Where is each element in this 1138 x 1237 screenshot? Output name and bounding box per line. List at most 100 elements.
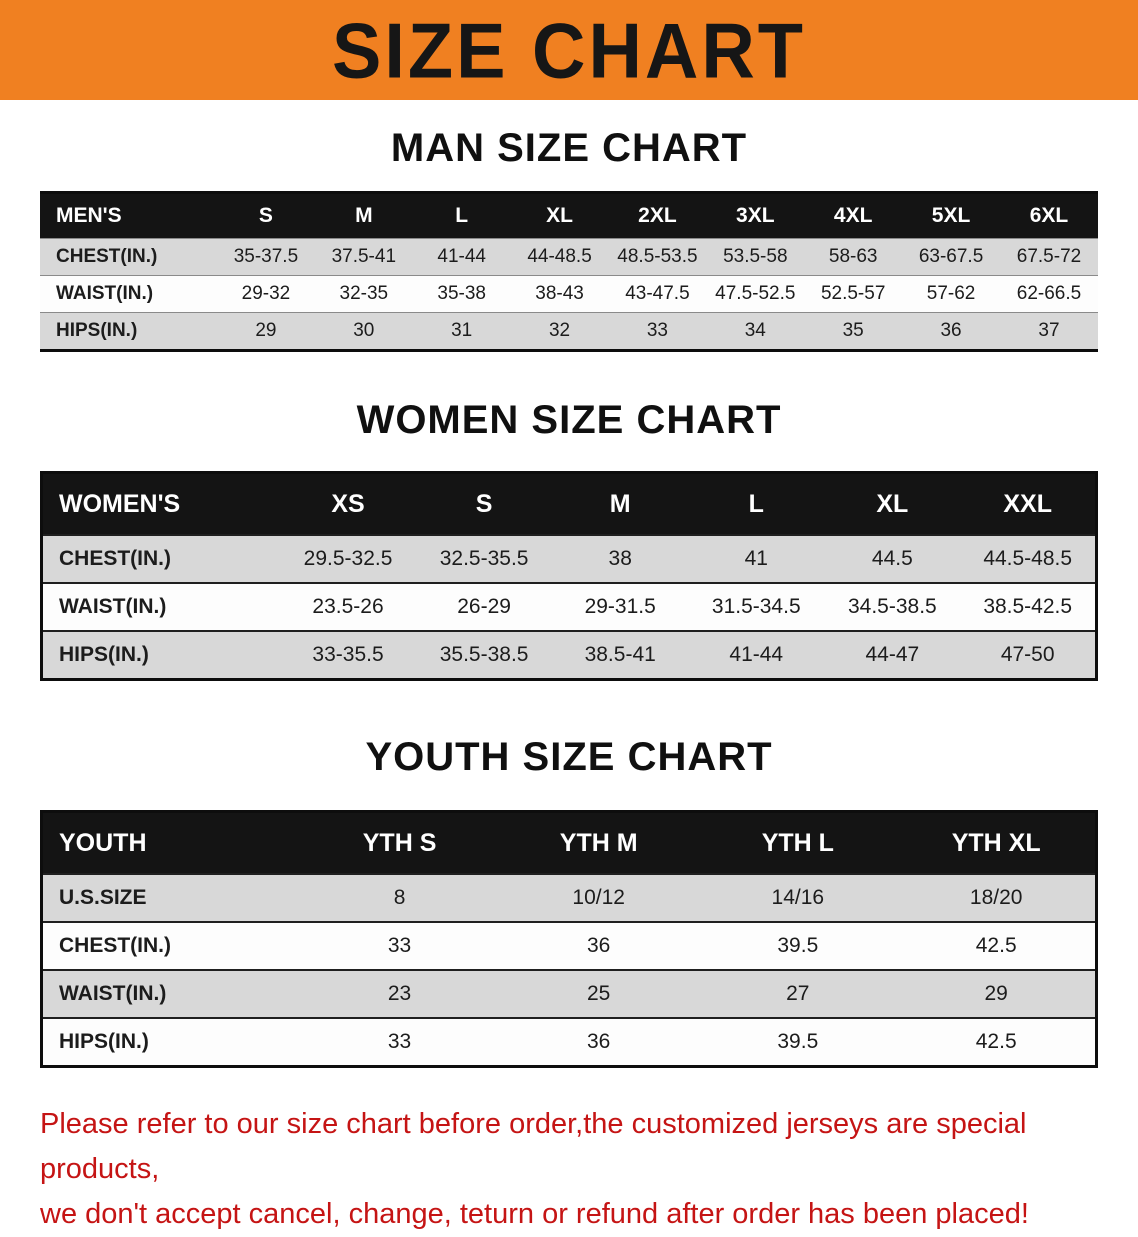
table-row: HIPS(IN.) 33 36 39.5 42.5 xyxy=(41,1017,1097,1067)
size-column-header: M xyxy=(314,192,413,239)
row-label-cell: CHEST(IN.) xyxy=(41,534,280,583)
men-table-header-row: MEN'S S M L XL 2XL 3XL 4XL 5XL 6XL xyxy=(40,192,1098,239)
size-column-header: 6XL xyxy=(1000,192,1098,239)
size-value-cell: 37.5-41 xyxy=(314,238,413,276)
size-value-cell: 36 xyxy=(499,921,699,970)
size-value-cell: 32 xyxy=(510,312,609,351)
size-column-header: XL xyxy=(824,472,961,535)
men-size-table: MEN'S S M L XL 2XL 3XL 4XL 5XL 6XL CHEST(IN.) 35-3… xyxy=(40,191,1098,352)
size-value-cell: 29 xyxy=(217,312,315,351)
size-value-cell: 33 xyxy=(300,1017,500,1067)
row-label-cell: HIPS(IN.) xyxy=(41,1017,300,1067)
women-size-table: WOMEN'S XS S M L XL XXL CHEST(IN.) 29.5-32.5 32.… xyxy=(40,471,1098,681)
row-label-cell: WAIST(IN.) xyxy=(40,275,217,313)
size-value-cell: 33 xyxy=(300,921,500,970)
youth-table-body: U.S.SIZE 8 10/12 14/16 18/20 CHEST(IN.) 33 36 39… xyxy=(41,873,1097,1067)
row-label-cell: WAIST(IN.) xyxy=(41,969,300,1018)
size-column-header: 2XL xyxy=(608,192,707,239)
size-column-header: M xyxy=(552,472,689,535)
table-row: U.S.SIZE 8 10/12 14/16 18/20 xyxy=(41,873,1097,922)
row-label-cell: U.S.SIZE xyxy=(41,873,300,922)
size-value-cell: 38-43 xyxy=(510,275,609,313)
row-label-cell: HIPS(IN.) xyxy=(41,630,280,680)
size-column-header: XL xyxy=(510,192,609,239)
size-value-cell: 29.5-32.5 xyxy=(280,534,417,583)
men-section-title: MAN SIZE CHART xyxy=(390,126,748,170)
size-value-cell: 38.5-42.5 xyxy=(960,582,1097,631)
table-row: WAIST(IN.) 23.5-26 26-29 29-31.5 31.5-34.5 34… xyxy=(41,582,1097,631)
size-value-cell: 30 xyxy=(314,312,413,351)
size-value-cell: 37 xyxy=(1000,312,1098,351)
size-column-header: L xyxy=(412,192,511,239)
size-column-header: L xyxy=(688,472,825,535)
size-value-cell: 41-44 xyxy=(412,238,511,276)
size-value-cell: 33-35.5 xyxy=(280,630,417,680)
row-label-cell: HIPS(IN.) xyxy=(40,312,217,351)
table-title-cell: YOUTH xyxy=(41,811,300,874)
size-value-cell: 36 xyxy=(499,1017,699,1067)
size-value-cell: 41 xyxy=(688,534,825,583)
size-column-header: 3XL xyxy=(706,192,805,239)
row-label-cell: WAIST(IN.) xyxy=(41,582,280,631)
size-value-cell: 29-32 xyxy=(217,275,315,313)
size-value-cell: 52.5-57 xyxy=(804,275,903,313)
size-value-cell: 38.5-41 xyxy=(552,630,689,680)
table-row: HIPS(IN.) 29 30 31 32 33 34 35 36 37 xyxy=(40,312,1098,351)
size-column-header: 5XL xyxy=(902,192,1000,239)
size-value-cell: 48.5-53.5 xyxy=(608,238,707,276)
women-table-body: CHEST(IN.) 29.5-32.5 32.5-35.5 38 41 44.5 44.5… xyxy=(41,534,1097,680)
women-table-header-row: WOMEN'S XS S M L XL XXL xyxy=(41,472,1097,535)
size-value-cell: 43-47.5 xyxy=(608,275,707,313)
size-value-cell: 39.5 xyxy=(698,921,898,970)
size-value-cell: 63-67.5 xyxy=(902,238,1000,276)
row-label-cell: CHEST(IN.) xyxy=(41,921,300,970)
size-value-cell: 29 xyxy=(897,969,1097,1018)
youth-size-table: YOUTH YTH S YTH M YTH L YTH XL U.S.SIZE 8 10/1… xyxy=(40,810,1098,1068)
size-value-cell: 27 xyxy=(698,969,898,1018)
size-value-cell: 32-35 xyxy=(314,275,413,313)
youth-table-header-row: YOUTH YTH S YTH M YTH L YTH XL xyxy=(41,811,1097,874)
order-policy-line-1: Please refer to our size chart before or… xyxy=(40,1108,1027,1185)
size-value-cell: 57-62 xyxy=(902,275,1000,313)
size-chart-content: MAN SIZE CHART MEN'S S M L XL 2XL 3XL 4XL 5XL 6XL… xyxy=(0,100,1138,1237)
size-column-header: XS xyxy=(280,472,417,535)
size-value-cell: 44.5 xyxy=(824,534,961,583)
size-value-cell: 44-48.5 xyxy=(510,238,609,276)
size-column-header: S xyxy=(416,472,553,535)
table-row: CHEST(IN.) 35-37.5 37.5-41 41-44 44-48.5 48.5… xyxy=(40,238,1098,276)
size-column-header: XXL xyxy=(960,472,1097,535)
size-value-cell: 58-63 xyxy=(804,238,903,276)
table-row: CHEST(IN.) 33 36 39.5 42.5 xyxy=(41,921,1097,970)
table-row: HIPS(IN.) 33-35.5 35.5-38.5 38.5-41 41-44 44-… xyxy=(41,630,1097,680)
size-value-cell: 34.5-38.5 xyxy=(824,582,961,631)
size-column-header: YTH M xyxy=(499,811,699,874)
size-value-cell: 31.5-34.5 xyxy=(688,582,825,631)
size-value-cell: 35 xyxy=(804,312,903,351)
size-value-cell: 32.5-35.5 xyxy=(416,534,553,583)
size-column-header: YTH L xyxy=(698,811,898,874)
size-chart-banner: SIZE CHART xyxy=(0,0,1138,100)
size-value-cell: 10/12 xyxy=(499,873,699,922)
size-value-cell: 26-29 xyxy=(416,582,553,631)
size-column-header: YTH S xyxy=(300,811,500,874)
youth-section-title: YOUTH SIZE CHART xyxy=(365,735,773,779)
banner-title: SIZE CHART xyxy=(332,6,806,94)
size-value-cell: 38 xyxy=(552,534,689,583)
size-value-cell: 35.5-38.5 xyxy=(416,630,553,680)
size-value-cell: 25 xyxy=(499,969,699,1018)
order-policy-line-2: we don't accept cancel, change, teturn o… xyxy=(40,1197,1029,1230)
size-value-cell: 39.5 xyxy=(698,1017,898,1067)
size-value-cell: 53.5-58 xyxy=(706,238,805,276)
order-policy-note: Please refer to our size chart before or… xyxy=(40,1102,1098,1237)
size-value-cell: 23.5-26 xyxy=(280,582,417,631)
size-value-cell: 31 xyxy=(412,312,511,351)
size-value-cell: 42.5 xyxy=(897,921,1097,970)
table-row: WAIST(IN.) 29-32 32-35 35-38 38-43 43-47.5 47.… xyxy=(40,275,1098,313)
table-title-cell: WOMEN'S xyxy=(41,472,280,535)
table-title-cell: MEN'S xyxy=(40,192,217,239)
size-value-cell: 62-66.5 xyxy=(1000,275,1098,313)
size-column-header: S xyxy=(217,192,315,239)
size-value-cell: 18/20 xyxy=(897,873,1097,922)
size-column-header: 4XL xyxy=(804,192,903,239)
women-section-title: WOMEN SIZE CHART xyxy=(356,398,782,442)
